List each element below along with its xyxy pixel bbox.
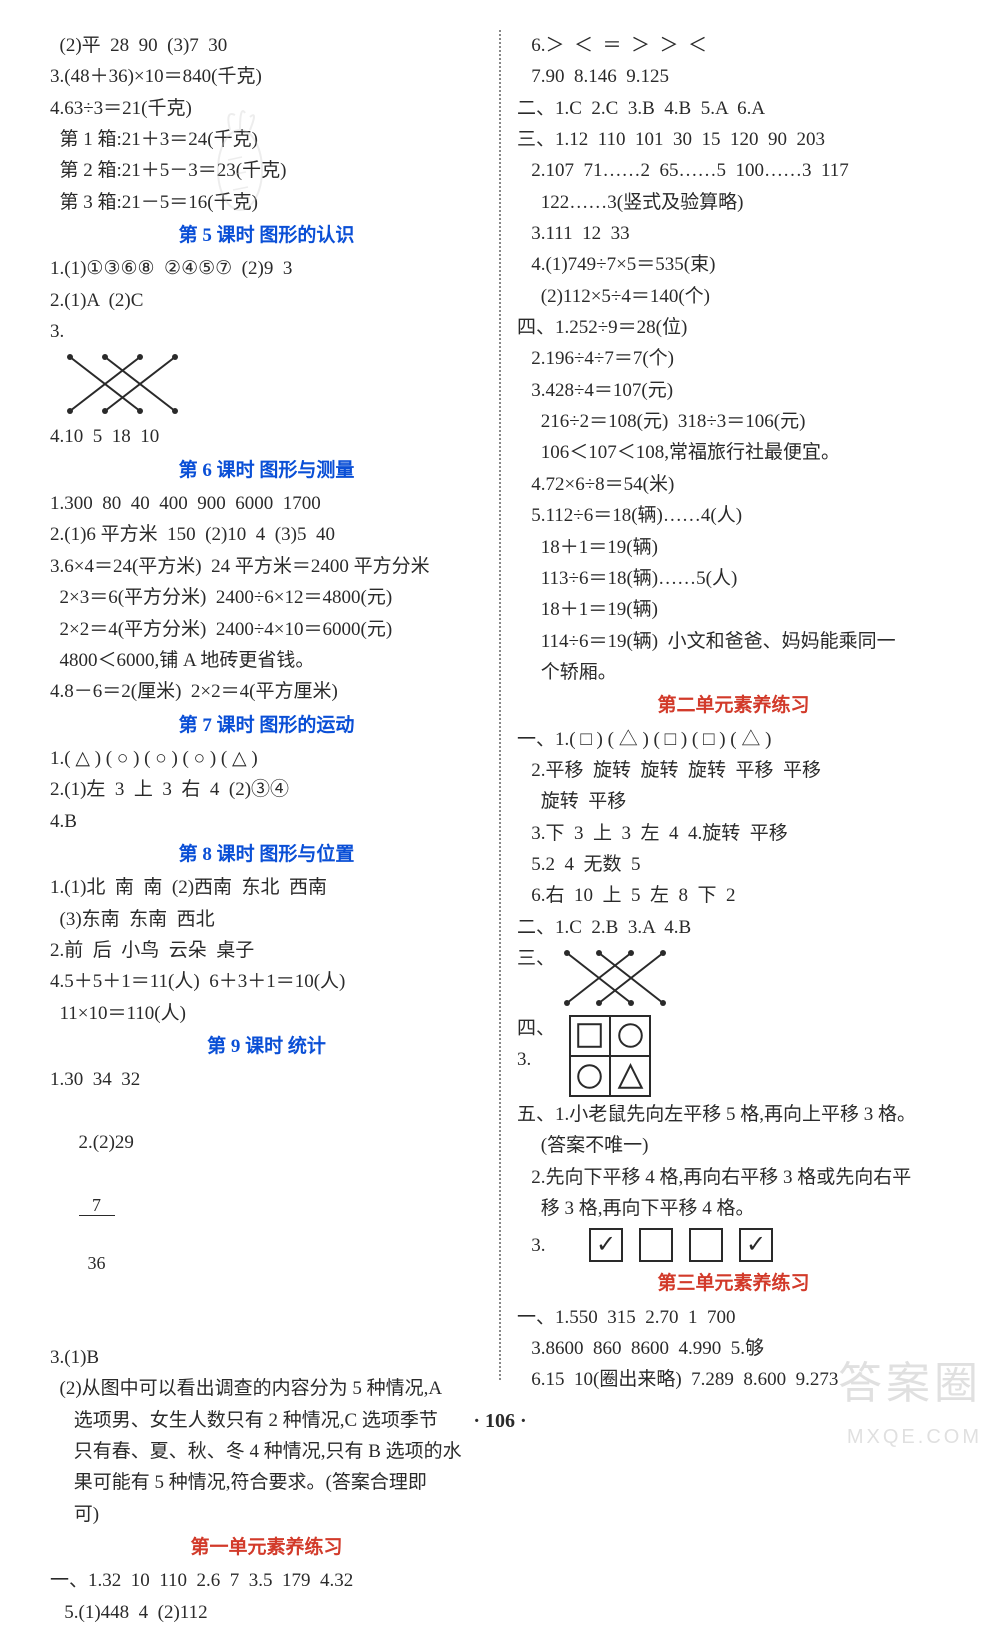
text-line: 3.6×4＝24(平方米) 24 平方米＝2400 平方分米 <box>50 551 483 582</box>
text-line: 5.(1)448 4 (2)112 <box>50 1597 483 1628</box>
left-column: (2)平 28 90 (3)7 30 3.(48＋36)×10＝840(千克) … <box>40 30 493 1380</box>
unit-heading: 第二单元素养练习 <box>517 690 950 721</box>
text-line: 2.196÷4÷7＝7(个) <box>517 343 950 374</box>
text-line: 第 3 箱:21－5＝16(千克) <box>50 187 483 218</box>
fraction-den: 36 <box>79 1254 115 1273</box>
text-line: 二、1.C 2.C 3.B 4.B 5.A 6.A <box>517 93 950 124</box>
text-line: 122……3(竖式及验算略) <box>517 187 950 218</box>
unit-heading: 第一单元素养练习 <box>50 1532 483 1563</box>
column-divider <box>499 30 501 1380</box>
section-heading: 第 7 课时 图形的运动 <box>50 710 483 741</box>
text-line: 113÷6＝18(辆)……5(人) <box>517 563 950 594</box>
text-line: 3.428÷4＝107(元) <box>517 375 950 406</box>
text-line: 18＋1＝19(辆) <box>517 532 950 563</box>
text-line: 一、1.550 315 2.70 1 700 <box>517 1302 950 1333</box>
text-line: 1.300 80 40 400 900 6000 1700 <box>50 488 483 519</box>
text-line: 3.下 3 上 3 左 4 4.旋转 平移 <box>517 818 950 849</box>
text-line: 2.107 71……2 65……5 100……3 117 <box>517 155 950 186</box>
text-line: 4.B <box>50 806 483 837</box>
text-line: 106＜107＜108,常福旅行社最便宜。 <box>517 437 950 468</box>
text-line: (2)平 28 90 (3)7 30 <box>50 30 483 61</box>
text-line: (答案不唯一) <box>517 1130 950 1161</box>
text-line: 2.先向下平移 4 格,再向右平移 3 格或先向右平 <box>517 1162 950 1193</box>
text-line: 可) <box>50 1499 483 1530</box>
text-line: 4.10 5 18 10 <box>50 421 483 452</box>
text-line: 只有春、夏、秋、冬 4 种情况,只有 B 选项的水 <box>50 1436 483 1467</box>
shape-grid-diagram <box>569 1015 651 1097</box>
text-line: 1.(1)北 南 南 (2)西南 东北 西南 <box>50 872 483 903</box>
section-heading: 第 5 课时 图形的认识 <box>50 220 483 251</box>
text-line: 4.8－6＝2(厘米) 2×2＝4(平方厘米) <box>50 676 483 707</box>
text-line: 4800＜6000,铺 A 地砖更省钱。 <box>50 645 483 676</box>
text-line: (3)东南 东南 西北 <box>50 904 483 935</box>
text-line: 一、1.( □ ) ( △ ) ( □ ) ( □ ) ( △ ) <box>517 724 950 755</box>
checkbox: ✓ <box>739 1228 773 1262</box>
text-line: 第 2 箱:21＋5－3＝23(千克) <box>50 155 483 186</box>
text-line: 旋转 平移 <box>517 786 950 817</box>
text-line: 二、1.C 2.B 3.A 4.B <box>517 912 950 943</box>
text-line: 2.(1)6 平方米 150 (2)10 4 (3)5 40 <box>50 519 483 550</box>
text-line: 6.＞ ＜ ＝ ＞ ＞ ＜ <box>517 30 950 61</box>
checkbox <box>639 1228 673 1262</box>
checkbox <box>689 1228 723 1262</box>
right-column: 6.＞ ＜ ＝ ＞ ＞ ＜ 7.90 8.146 9.125 二、1.C 2.C… <box>507 30 960 1380</box>
text-line: 一、1.32 10 110 2.6 7 3.5 179 4.32 <box>50 1565 483 1596</box>
text-line: 2.(1)左 3 上 3 右 4 (2)③④ <box>50 774 483 805</box>
matching-diagram <box>50 349 200 419</box>
text-line: 移 3 格,再向下平移 4 格。 <box>517 1193 950 1224</box>
text-line: 2×3＝6(平方分米) 2400÷6×12＝4800(元) <box>50 582 483 613</box>
section-heading: 第 6 课时 图形与测量 <box>50 455 483 486</box>
text-line: 4.5＋5＋1＝11(人) 6＋3＋1＝10(人) <box>50 966 483 997</box>
text-line: 1.( △ ) ( ○ ) ( ○ ) ( ○ ) ( △ ) <box>50 743 483 774</box>
text-line: 4.(1)749÷7×5＝535(束) <box>517 249 950 280</box>
checkbox: ✓ <box>589 1228 623 1262</box>
text-line: 五、1.小老鼠先向左平移 5 格,再向上平移 3 格。 <box>517 1099 950 1130</box>
text-line: 第 1 箱:21＋3＝24(千克) <box>50 124 483 155</box>
text-line: 三、1.12 110 101 30 15 120 90 203 <box>517 124 950 155</box>
fraction: 7 36 <box>79 1158 115 1310</box>
text-line: 3. <box>517 1230 559 1261</box>
text-line: (2)从图中可以看出调查的内容分为 5 种情况,A <box>50 1373 483 1404</box>
text-line: 6.右 10 上 5 左 8 下 2 <box>517 880 950 911</box>
text-line: 3.111 12 33 <box>517 218 950 249</box>
text-line: 三、 <box>517 943 549 974</box>
text-line: 四、1.252÷9＝28(位) <box>517 312 950 343</box>
text-line: 4.72×6÷8＝54(米) <box>517 469 950 500</box>
fraction-num: 7 <box>79 1196 115 1216</box>
text-line: 4.63÷3＝21(千克) <box>50 93 483 124</box>
text-line: 2.平移 旋转 旋转 旋转 平移 平移 <box>517 755 950 786</box>
fraction-prefix: 2.(2)29 <box>79 1132 144 1153</box>
text-line: 2.(1)A (2)C <box>50 285 483 316</box>
text-line: 1.30 34 32 <box>50 1064 483 1095</box>
watermark-cn: 答案圈 <box>838 1348 982 1421</box>
text-line: 个轿厢。 <box>517 657 950 688</box>
text-line: 2.(2)29 7 36 <box>50 1096 483 1342</box>
text-line: 114÷6＝19(辆) 小文和爸爸、妈妈能乘同一 <box>517 626 950 657</box>
checkbox-row: ✓✓ <box>559 1228 773 1262</box>
watermark-en: MXQE.COM <box>838 1421 982 1454</box>
text-line: 18＋1＝19(辆) <box>517 594 950 625</box>
text-line: 216÷2＝108(元) 318÷3＝106(元) <box>517 406 950 437</box>
text-line: 3. <box>50 316 483 347</box>
matching-diagram <box>549 945 679 1011</box>
section-heading: 第 9 课时 统计 <box>50 1031 483 1062</box>
page: (2)平 28 90 (3)7 30 3.(48＋36)×10＝840(千克) … <box>0 0 1000 1400</box>
unit-heading: 第三单元素养练习 <box>517 1268 950 1299</box>
text-line: 1.(1)①③⑥⑧ ②④⑤⑦ (2)9 3 <box>50 253 483 284</box>
watermark-bottom: 答案圈 MXQE.COM <box>838 1348 982 1454</box>
text-line: 四、3. <box>517 1013 569 1076</box>
text-line: 11×10＝110(人) <box>50 998 483 1029</box>
text-line: 3.(1)B <box>50 1342 483 1373</box>
text-line: (2)112×5÷4＝140(个) <box>517 281 950 312</box>
text-line: 2.前 后 小鸟 云朵 桌子 <box>50 935 483 966</box>
text-line: 3.(48＋36)×10＝840(千克) <box>50 61 483 92</box>
text-line: 7.90 8.146 9.125 <box>517 61 950 92</box>
text-line: 2×2＝4(平方分米) 2400÷4×10＝6000(元) <box>50 614 483 645</box>
text-line: 5.2 4 无数 5 <box>517 849 950 880</box>
section-heading: 第 8 课时 图形与位置 <box>50 839 483 870</box>
text-line: 5.112÷6＝18(辆)……4(人) <box>517 500 950 531</box>
